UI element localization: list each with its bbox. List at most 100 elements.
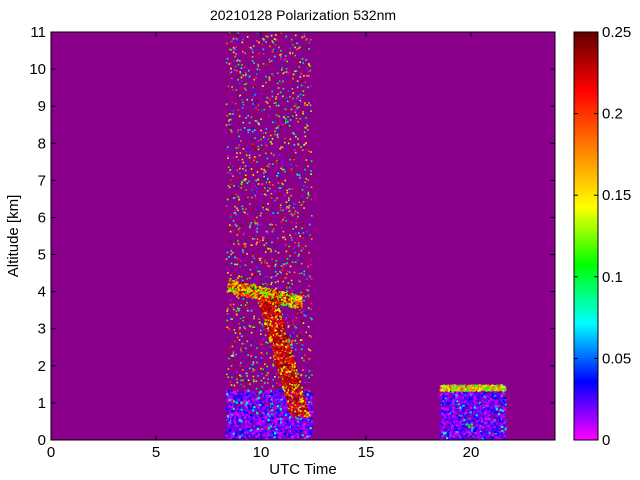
boundary-cell — [284, 399, 287, 402]
boundary-cell — [248, 429, 251, 432]
noise-cell — [252, 260, 254, 262]
noise-cell — [308, 348, 310, 351]
boundary-cell — [497, 398, 500, 401]
noise-cell — [296, 86, 299, 89]
noise-cell — [234, 223, 237, 226]
noise-cell — [287, 120, 289, 123]
boundary-cell — [227, 433, 230, 436]
boundary-cell — [300, 427, 303, 431]
boundary-cell — [279, 419, 283, 423]
noise-cell — [256, 191, 258, 193]
boundary-cell — [230, 396, 233, 399]
boundary-cell — [472, 426, 475, 429]
boundary-cell — [493, 425, 496, 428]
boundary-cell — [462, 404, 465, 407]
noise-cell — [305, 177, 307, 180]
noise-cell — [305, 293, 308, 295]
boundary-cell — [238, 419, 241, 422]
noise-cell — [251, 207, 254, 210]
noise-cell — [232, 229, 235, 232]
boundary-cell — [304, 419, 307, 422]
noise-cell — [230, 253, 232, 256]
noise-cell — [239, 172, 241, 175]
boundary-cell — [442, 390, 445, 393]
boundary-cell — [268, 389, 271, 392]
noise-cell — [236, 362, 238, 364]
noise-cell — [260, 109, 263, 112]
noise-cell — [269, 349, 272, 351]
boundary-cell — [440, 433, 443, 436]
noise-cell — [229, 189, 231, 191]
boundary-cell — [464, 391, 467, 394]
boundary-cell — [475, 436, 479, 439]
noise-cell — [275, 373, 278, 375]
boundary-cell — [276, 390, 279, 393]
noise-cell — [308, 376, 310, 379]
boundary-cell — [458, 400, 461, 403]
noise-cell — [253, 156, 256, 158]
boundary-cell — [238, 399, 241, 402]
noise-cell — [229, 380, 232, 383]
boundary-cell — [287, 437, 290, 440]
noise-cell — [252, 51, 254, 54]
boundary-cell — [475, 424, 478, 427]
noise-cell — [308, 307, 310, 309]
boundary-cell — [470, 423, 473, 426]
noise-cell — [283, 114, 286, 116]
boundary-cell — [448, 416, 451, 419]
noise-cell — [263, 333, 266, 335]
noise-cell — [265, 35, 267, 38]
noise-cell — [269, 183, 271, 185]
boundary-cell — [464, 397, 467, 400]
boundary-cell — [447, 403, 450, 406]
boundary-cell — [232, 395, 235, 398]
boundary-cell — [503, 415, 506, 418]
noise-cell — [283, 168, 285, 171]
noise-cell — [276, 82, 279, 85]
boundary-cell — [468, 394, 471, 397]
boundary-cell — [481, 426, 484, 429]
noise-cell — [259, 273, 261, 275]
boundary-cell — [295, 391, 298, 394]
boundary-cell — [293, 420, 296, 423]
boundary-cell — [450, 431, 453, 434]
noise-cell — [294, 39, 297, 42]
boundary-cell — [461, 399, 464, 402]
boundary-cell — [460, 434, 463, 437]
boundary-cell — [270, 435, 273, 438]
noise-cell — [286, 268, 288, 271]
noise-cell — [251, 308, 253, 311]
noise-cell — [301, 189, 304, 191]
boundary-cell — [498, 422, 501, 425]
boundary-cell — [291, 430, 294, 433]
boundary-cell — [239, 406, 242, 409]
boundary-cell — [296, 425, 299, 428]
boundary-cell — [486, 436, 489, 439]
boundary-cell — [231, 393, 234, 396]
noise-cell — [230, 216, 232, 219]
noise-cell — [285, 250, 288, 253]
boundary-cell — [274, 432, 277, 435]
boundary-cell — [445, 407, 448, 410]
noise-cell — [299, 339, 302, 341]
boundary-cell — [245, 390, 248, 393]
noise-cell — [271, 163, 274, 165]
boundary-cell — [300, 430, 303, 433]
noise-cell — [287, 90, 290, 92]
boundary-cell — [239, 427, 242, 430]
noise-cell — [245, 198, 247, 201]
noise-cell — [289, 119, 292, 121]
boundary-cell — [301, 434, 304, 437]
noise-cell — [282, 235, 284, 238]
noise-cell — [288, 339, 291, 341]
noise-cell — [282, 219, 284, 221]
boundary-cell — [277, 424, 280, 427]
noise-cell — [231, 39, 234, 42]
noise-cell — [302, 90, 305, 92]
noise-cell — [249, 268, 252, 271]
boundary-cell — [225, 434, 228, 437]
noise-cell — [267, 58, 269, 60]
noise-cell — [287, 334, 289, 337]
noise-cell — [268, 248, 270, 250]
boundary-cell — [471, 392, 475, 395]
